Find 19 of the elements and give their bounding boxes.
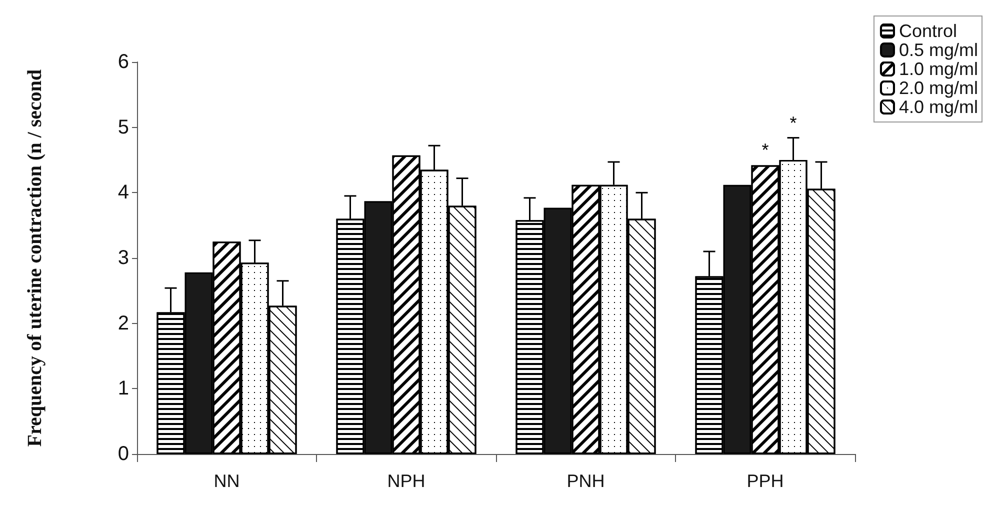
y-axis-title: Frequency of uterine contraction (n / second xyxy=(24,69,46,447)
legend-label: 1.0 mg/ml xyxy=(898,59,978,79)
y-tick-label: 1 xyxy=(118,378,129,400)
y-tick-label: 4 xyxy=(118,182,129,204)
x-tick-label: PPH xyxy=(746,471,784,491)
legend-label: 0.5 mg/ml xyxy=(898,40,978,60)
annotation: * xyxy=(762,140,769,160)
legend-label: 4.0 mg/ml xyxy=(898,97,978,117)
y-tick-label: 3 xyxy=(118,247,129,269)
legend-label: Control xyxy=(898,21,958,41)
y-tick-label: 5 xyxy=(118,116,129,138)
y-tick-label: 2 xyxy=(118,312,129,334)
annotation: * xyxy=(790,112,797,133)
x-tick-label: NN xyxy=(214,471,240,491)
x-tick-label: NPH xyxy=(387,471,426,491)
x-tick-label: PNH xyxy=(566,471,605,491)
y-tick-label: 0 xyxy=(118,443,129,465)
y-tick-label: 6 xyxy=(118,51,129,73)
legend-label: 2.0 mg/ml xyxy=(898,78,978,98)
